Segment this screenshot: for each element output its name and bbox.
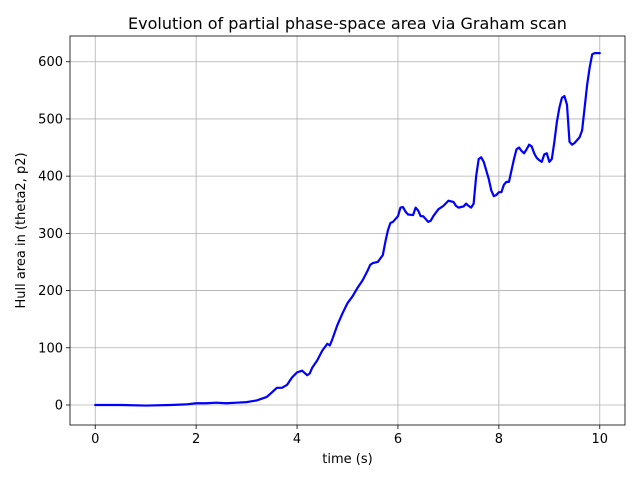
y-tick-label: 100 bbox=[38, 341, 63, 356]
x-tick-label: 8 bbox=[495, 432, 503, 447]
x-tick-label: 2 bbox=[192, 432, 200, 447]
y-tick-label: 300 bbox=[38, 227, 63, 242]
y-tick-label: 400 bbox=[38, 170, 63, 185]
series-line bbox=[94, 52, 601, 407]
y-tick-label: 200 bbox=[38, 284, 63, 299]
x-tick-label: 6 bbox=[394, 432, 402, 447]
x-tick-label: 10 bbox=[591, 432, 608, 447]
y-tick-label: 0 bbox=[55, 398, 63, 413]
x-axis-label: time (s) bbox=[322, 452, 372, 467]
y-tick-label: 500 bbox=[38, 112, 63, 127]
plot-frame bbox=[69, 35, 626, 426]
series-group bbox=[94, 52, 601, 407]
x-tick-label: 4 bbox=[293, 432, 301, 447]
grid bbox=[70, 36, 625, 425]
x-tick-label: 0 bbox=[91, 432, 99, 447]
y-axis-label: Hull area in (theta2, p2) bbox=[14, 152, 29, 308]
y-tick-label: 600 bbox=[38, 55, 63, 70]
chart-title: Evolution of partial phase-space area vi… bbox=[128, 14, 567, 33]
